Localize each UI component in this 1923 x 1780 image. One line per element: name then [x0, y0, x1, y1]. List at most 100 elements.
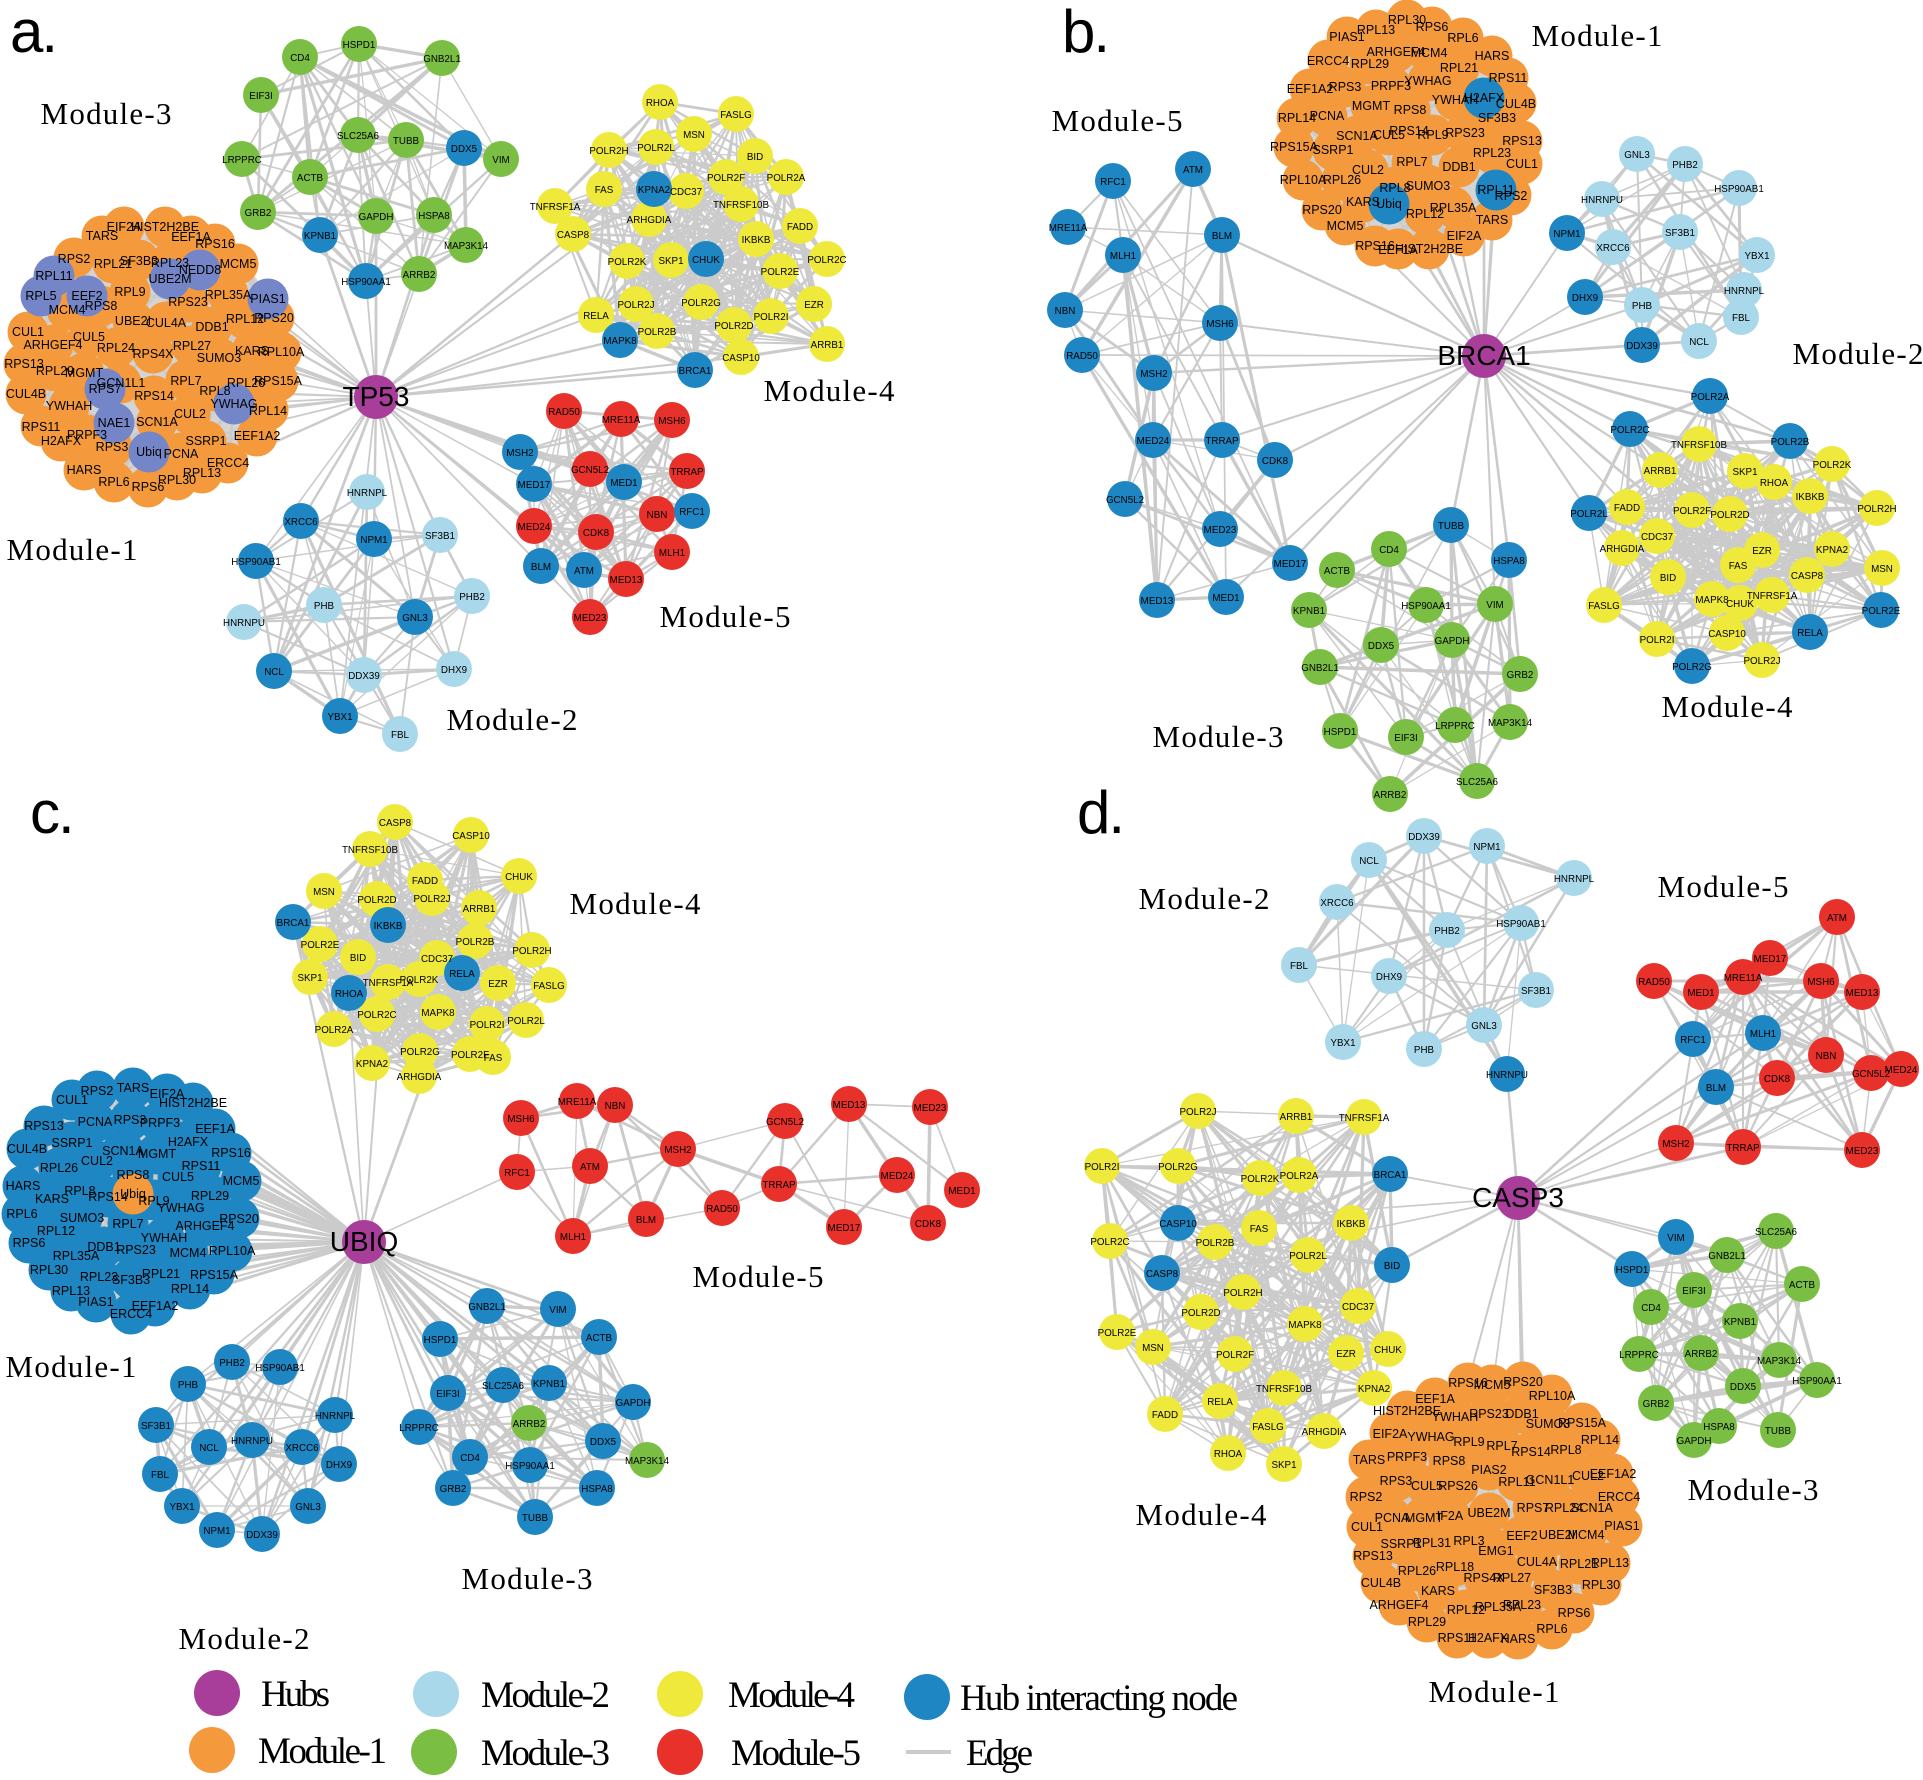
svg-text:FAS: FAS [1250, 1224, 1269, 1235]
svg-text:RPL27: RPL27 [173, 339, 211, 353]
svg-text:SF3B3: SF3B3 [1478, 111, 1516, 125]
svg-text:TARS: TARS [117, 1081, 149, 1095]
svg-text:YBX1: YBX1 [169, 1502, 194, 1513]
svg-text:MSH2: MSH2 [664, 1145, 691, 1156]
svg-text:RPL11: RPL11 [35, 269, 72, 283]
svg-text:GCN5L2: GCN5L2 [571, 465, 609, 476]
svg-text:c.: c. [30, 779, 73, 846]
svg-text:XRCC6: XRCC6 [285, 1443, 319, 1454]
svg-text:IF2A: IF2A [1437, 1509, 1464, 1523]
svg-text:POLR2H: POLR2H [1857, 504, 1896, 515]
svg-text:RPS7: RPS7 [1517, 1501, 1550, 1515]
svg-text:PCNA: PCNA [1310, 109, 1345, 123]
svg-text:RELA: RELA [449, 969, 475, 980]
svg-text:Module-2: Module-2 [481, 1675, 610, 1716]
svg-text:CUL2: CUL2 [174, 407, 206, 421]
svg-text:MED23: MED23 [574, 613, 607, 624]
svg-text:KPNA2: KPNA2 [1358, 1384, 1390, 1395]
svg-text:GNL3: GNL3 [402, 613, 428, 624]
svg-text:GNB2L1: GNB2L1 [423, 54, 461, 65]
svg-text:RPL26: RPL26 [227, 376, 265, 390]
svg-text:PHB2: PHB2 [219, 1358, 245, 1369]
svg-text:HSPA8: HSPA8 [418, 211, 450, 222]
svg-text:UBE2M: UBE2M [148, 272, 191, 286]
svg-text:RPL7: RPL7 [1396, 155, 1427, 169]
svg-text:Module-1: Module-1 [7, 532, 138, 567]
svg-text:DDX39: DDX39 [246, 1530, 278, 1541]
svg-text:FAS: FAS [1729, 561, 1748, 572]
svg-text:FBL: FBL [1732, 313, 1751, 324]
svg-text:BID: BID [350, 953, 366, 964]
svg-text:EIF2A: EIF2A [1447, 229, 1482, 243]
svg-text:GNB2L1: GNB2L1 [1301, 663, 1339, 674]
svg-text:TNFRSF1A: TNFRSF1A [1747, 591, 1798, 602]
svg-text:POLR2J: POLR2J [1179, 1107, 1216, 1118]
svg-text:RPS11: RPS11 [1489, 71, 1528, 85]
svg-text:MED17: MED17 [518, 480, 551, 491]
svg-text:ARRB1: ARRB1 [1644, 466, 1677, 477]
svg-text:TUBB: TUBB [1438, 521, 1465, 532]
svg-text:MED24: MED24 [518, 522, 551, 533]
svg-text:EEF1A2: EEF1A2 [234, 429, 281, 443]
svg-text:POLR2D: POLR2D [357, 895, 396, 906]
svg-text:FADD: FADD [412, 876, 438, 887]
svg-text:ATM: ATM [1827, 913, 1847, 924]
svg-text:ERCC4: ERCC4 [1307, 54, 1349, 68]
svg-text:DDB1: DDB1 [1442, 160, 1475, 174]
svg-text:CDC37: CDC37 [1342, 1302, 1374, 1313]
svg-text:RPS2: RPS2 [81, 1084, 114, 1098]
svg-text:TNFRSF10B: TNFRSF10B [1256, 1384, 1313, 1395]
svg-text:RPL24: RPL24 [1545, 1501, 1583, 1515]
svg-text:KPNA2: KPNA2 [638, 185, 670, 196]
svg-text:NPM1: NPM1 [360, 535, 387, 546]
svg-text:RPS16: RPS16 [211, 1146, 251, 1160]
svg-text:MAPK8: MAPK8 [1695, 595, 1729, 606]
svg-text:ARHGDIA: ARHGDIA [1600, 544, 1645, 555]
svg-text:RHOA: RHOA [335, 989, 364, 1000]
svg-text:POLR2K: POLR2K [608, 257, 647, 268]
svg-text:RPL6: RPL6 [98, 475, 129, 489]
svg-text:POLR2J: POLR2J [1743, 656, 1780, 667]
svg-text:RFC1: RFC1 [1100, 177, 1126, 188]
svg-text:MED23: MED23 [1846, 1146, 1879, 1157]
svg-text:POLR2D: POLR2D [1181, 1308, 1220, 1319]
svg-text:NCL: NCL [1359, 856, 1379, 867]
svg-text:CUL4B: CUL4B [1361, 1576, 1401, 1590]
svg-text:YBX1: YBX1 [1744, 251, 1769, 262]
svg-text:CD4: CD4 [1641, 1303, 1661, 1314]
svg-text:DDX39: DDX39 [1408, 832, 1440, 843]
svg-text:RPL12: RPL12 [1447, 1603, 1485, 1617]
svg-text:SUMO3: SUMO3 [1526, 1417, 1571, 1431]
svg-text:RFC1: RFC1 [504, 1168, 530, 1179]
svg-text:IKBKB: IKBKB [1796, 492, 1825, 503]
svg-text:RPS13: RPS13 [1353, 1549, 1393, 1563]
svg-text:CHUK: CHUK [692, 255, 720, 266]
svg-text:TRRAP: TRRAP [762, 1180, 796, 1191]
svg-text:MED17: MED17 [1274, 559, 1307, 570]
svg-text:NBN: NBN [647, 510, 668, 521]
svg-text:GAPDH: GAPDH [616, 1398, 651, 1409]
svg-text:RELA: RELA [1797, 628, 1823, 639]
svg-text:RFC1: RFC1 [679, 507, 705, 518]
svg-text:HSP90AB1: HSP90AB1 [255, 1363, 305, 1374]
svg-text:MSH2: MSH2 [506, 448, 533, 459]
svg-text:BID: BID [747, 152, 763, 163]
svg-text:KPNB1: KPNB1 [304, 231, 336, 242]
svg-text:TNFRSF10B: TNFRSF10B [713, 200, 770, 211]
svg-text:RPL12: RPL12 [1406, 207, 1444, 221]
svg-text:CASP8: CASP8 [557, 230, 590, 241]
svg-text:RHOA: RHOA [646, 98, 675, 109]
svg-text:DDX39: DDX39 [348, 671, 380, 682]
svg-text:CASP10: CASP10 [1159, 1219, 1197, 1230]
svg-text:MCM5: MCM5 [220, 257, 257, 271]
svg-text:Module-1: Module-1 [1532, 18, 1663, 53]
svg-text:DDX5: DDX5 [590, 1437, 617, 1448]
svg-text:RPL10A: RPL10A [1280, 173, 1327, 187]
svg-text:MCM4: MCM4 [49, 303, 86, 317]
svg-text:KPNA2: KPNA2 [356, 1059, 388, 1070]
svg-text:MSH2: MSH2 [1140, 369, 1167, 380]
svg-text:FADD: FADD [1614, 503, 1640, 514]
svg-text:KARS: KARS [1421, 1584, 1455, 1598]
svg-text:MED17: MED17 [1754, 954, 1787, 965]
svg-text:ATM: ATM [574, 566, 594, 577]
